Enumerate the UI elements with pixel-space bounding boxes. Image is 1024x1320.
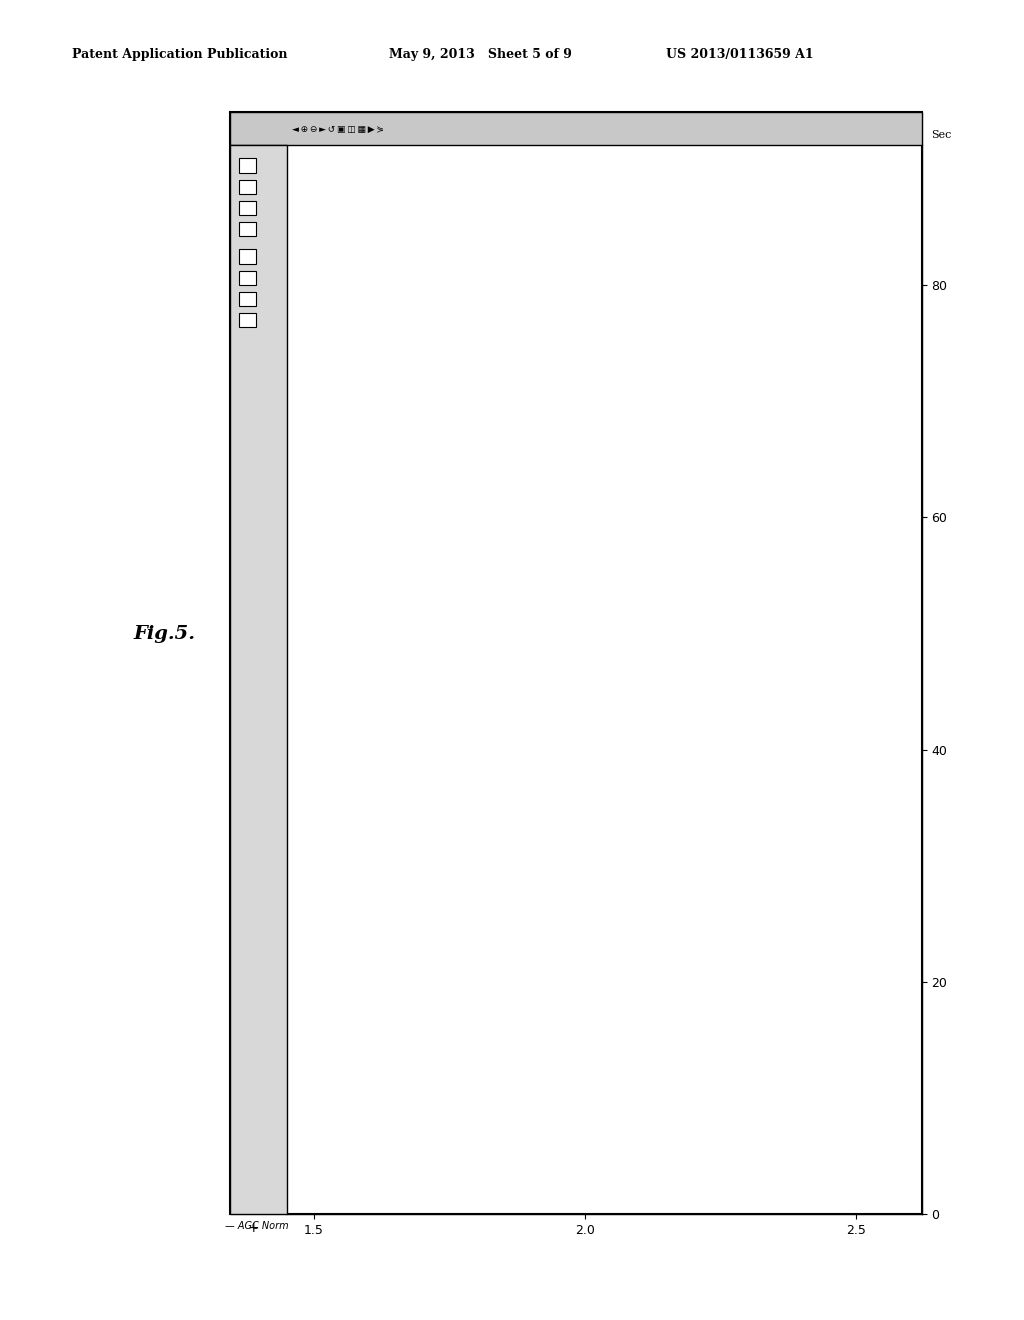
Text: 730: 730 [586, 804, 607, 813]
Text: US 2013/0113659 A1: US 2013/0113659 A1 [666, 48, 813, 61]
Text: ◄ ⊕ ⊖ ► ↺ ▣ ◫ ▦ ▶ ⋟: ◄ ⊕ ⊖ ► ↺ ▣ ◫ ▦ ▶ ⋟ [292, 125, 384, 133]
Text: Patent Application Publication: Patent Application Publication [72, 48, 287, 61]
Text: Sec: Sec [931, 129, 951, 140]
Text: 740: 740 [531, 698, 553, 709]
Text: 750: 750 [553, 548, 574, 558]
Text: 780: 780 [803, 269, 813, 290]
Text: Fig.5.: Fig.5. [133, 624, 196, 643]
Text: 720: 720 [596, 908, 617, 917]
Text: 710: 710 [574, 1024, 596, 1035]
Text: 770: 770 [618, 374, 639, 383]
Text: — AGC Norm: — AGC Norm [225, 1221, 289, 1232]
Text: May 9, 2013   Sheet 5 of 9: May 9, 2013 Sheet 5 of 9 [389, 48, 572, 61]
Text: 700: 700 [727, 1152, 737, 1173]
Text: +: + [248, 1221, 259, 1236]
Text: 760: 760 [543, 455, 563, 465]
